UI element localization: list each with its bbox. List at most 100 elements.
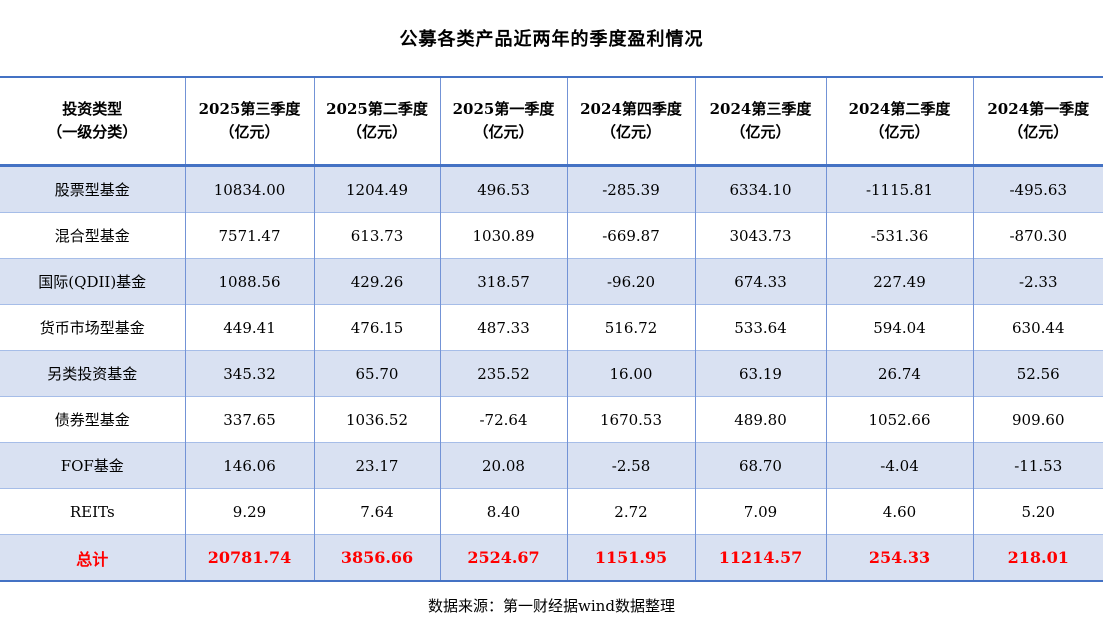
table-cell: 20.08 — [439, 442, 567, 489]
table-cell: 63.19 — [694, 350, 826, 397]
column-header-2024q2: 2024第二季度 （亿元） — [825, 77, 973, 167]
table-cell: 1204.49 — [313, 165, 440, 213]
column-header-2025q3: 2025第三季度 （亿元） — [184, 77, 314, 167]
table-cell: -495.63 — [972, 165, 1103, 213]
table-cell: 630.44 — [972, 304, 1103, 351]
total-cell: 1151.95 — [566, 534, 695, 581]
table-cell: 235.52 — [439, 350, 567, 397]
header-line1: 2025第二季度 — [326, 99, 428, 118]
header-line1: 投资类型 — [62, 99, 123, 118]
table-cell: 7.64 — [313, 488, 440, 535]
row-label: 货币市场型基金 — [0, 304, 185, 351]
table-cell: -285.39 — [566, 165, 695, 213]
table-cell: 496.53 — [439, 165, 567, 213]
header-line2: （一级分类） — [47, 123, 138, 141]
column-header-2025q2: 2025第二季度 （亿元） — [313, 77, 440, 167]
row-label: 混合型基金 — [0, 212, 185, 259]
table-cell: 489.80 — [694, 396, 826, 443]
table-cell: -11.53 — [972, 442, 1103, 489]
table-cell: -870.30 — [972, 212, 1103, 259]
table-cell: 146.06 — [184, 442, 314, 489]
table-row-qdii-funds: 国际(QDII)基金 1088.56 429.26 318.57 -96.20 … — [0, 258, 1103, 305]
table-cell: -669.87 — [566, 212, 695, 259]
row-label: 另类投资基金 — [0, 350, 185, 397]
table-cell: 7571.47 — [184, 212, 314, 259]
header-line2: （亿元） — [600, 123, 661, 141]
table-row-bond-funds: 债券型基金 337.65 1036.52 -72.64 1670.53 489.… — [0, 396, 1103, 443]
table-row-total: 总计 20781.74 3856.66 2524.67 1151.95 1121… — [0, 534, 1103, 581]
quarterly-profit-table: 投资类型 （一级分类） 2025第三季度 （亿元） 2025第二季度 （亿元） … — [0, 76, 1103, 582]
total-cell: 11214.57 — [694, 534, 826, 581]
table-cell: 1670.53 — [566, 396, 695, 443]
table-row-fof-funds: FOF基金 146.06 23.17 20.08 -2.58 68.70 -4.… — [0, 442, 1103, 489]
column-header-2024q1: 2024第一季度 （亿元） — [972, 77, 1103, 167]
header-line1: 2025第一季度 — [452, 99, 555, 118]
table-row-equity-funds: 股票型基金 10834.00 1204.49 496.53 -285.39 63… — [0, 165, 1103, 213]
table-cell: 23.17 — [313, 442, 440, 489]
table-cell: -72.64 — [439, 396, 567, 443]
chart-title: 公募各类产品近两年的季度盈利情况 — [399, 29, 704, 50]
table-cell: -4.04 — [825, 442, 973, 489]
table-cell: 594.04 — [825, 304, 973, 351]
table-cell: -531.36 — [825, 212, 973, 259]
table-cell: 6334.10 — [694, 165, 826, 213]
header-line1: 2024第一季度 — [987, 99, 1090, 118]
table-cell: 26.74 — [825, 350, 973, 397]
header-line2: （亿元） — [473, 123, 534, 141]
column-header-2024q4: 2024第四季度 （亿元） — [566, 77, 695, 167]
row-label: REITs — [0, 488, 185, 535]
row-label: FOF基金 — [0, 442, 185, 489]
table-cell: 1036.52 — [313, 396, 440, 443]
header-line2: （亿元） — [869, 123, 930, 141]
table-cell: -1115.81 — [825, 165, 973, 213]
table-cell: 674.33 — [694, 258, 826, 305]
table-cell: 227.49 — [825, 258, 973, 305]
table-cell: 16.00 — [566, 350, 695, 397]
header-row: 投资类型 （一级分类） 2025第三季度 （亿元） 2025第二季度 （亿元） … — [0, 77, 1103, 167]
table-cell: 613.73 — [313, 212, 440, 259]
total-cell: 2524.67 — [439, 534, 567, 581]
header-line1: 2024第四季度 — [580, 99, 682, 118]
column-header-type: 投资类型 （一级分类） — [0, 77, 185, 167]
table-cell: 10834.00 — [184, 165, 314, 213]
table-cell: 1030.89 — [439, 212, 567, 259]
table-cell: 1088.56 — [184, 258, 314, 305]
table-row-reits: REITs 9.29 7.64 8.40 2.72 7.09 4.60 5.20 — [0, 488, 1103, 535]
table-cell: 68.70 — [694, 442, 826, 489]
table-cell: 487.33 — [439, 304, 567, 351]
table-cell: 5.20 — [972, 488, 1103, 535]
table-cell: 449.41 — [184, 304, 314, 351]
column-header-2024q3: 2024第三季度 （亿元） — [694, 77, 826, 167]
table-cell: 533.64 — [694, 304, 826, 351]
header-line1: 2024第三季度 — [709, 99, 812, 118]
table-cell: 8.40 — [439, 488, 567, 535]
table-cell: 1052.66 — [825, 396, 973, 443]
table-cell: -2.58 — [566, 442, 695, 489]
header-line2: （亿元） — [219, 123, 280, 141]
total-cell: 218.01 — [972, 534, 1103, 581]
table-header: 投资类型 （一级分类） 2025第三季度 （亿元） 2025第二季度 （亿元） … — [0, 77, 1103, 167]
table-cell: 476.15 — [313, 304, 440, 351]
table-cell: 7.09 — [694, 488, 826, 535]
total-cell: 3856.66 — [313, 534, 440, 581]
table-cell: 429.26 — [313, 258, 440, 305]
total-cell: 20781.74 — [184, 534, 314, 581]
table-cell: 909.60 — [972, 396, 1103, 443]
row-label: 债券型基金 — [0, 396, 185, 443]
header-line2: （亿元） — [1008, 123, 1069, 141]
row-label: 股票型基金 — [0, 165, 185, 213]
table-cell: 318.57 — [439, 258, 567, 305]
column-header-2025q1: 2025第一季度 （亿元） — [439, 77, 567, 167]
table-row-alternative-funds: 另类投资基金 345.32 65.70 235.52 16.00 63.19 2… — [0, 350, 1103, 397]
table-cell: 3043.73 — [694, 212, 826, 259]
table-cell: 337.65 — [184, 396, 314, 443]
table-cell: 9.29 — [184, 488, 314, 535]
data-source-note: 数据来源：第一财经据wind数据整理 — [428, 596, 675, 615]
table-cell: 2.72 — [566, 488, 695, 535]
table-cell: 52.56 — [972, 350, 1103, 397]
table-row-hybrid-funds: 混合型基金 7571.47 613.73 1030.89 -669.87 304… — [0, 212, 1103, 259]
header-line1: 2025第三季度 — [198, 99, 301, 118]
table-cell: 4.60 — [825, 488, 973, 535]
total-cell: 254.33 — [825, 534, 973, 581]
